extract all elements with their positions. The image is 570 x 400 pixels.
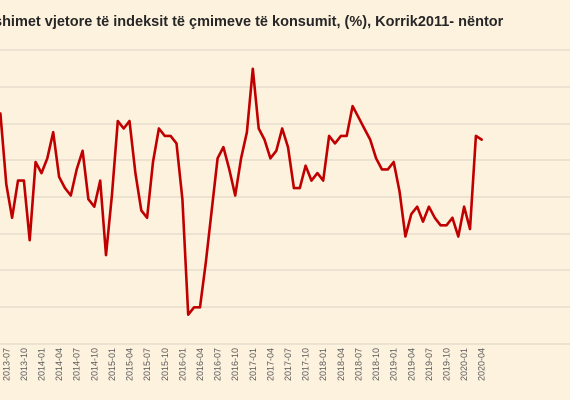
x-tick-label: 2013-10 — [19, 348, 29, 381]
x-tick-label: 2015-04 — [125, 348, 135, 381]
x-tick-label: 2019-07 — [424, 348, 434, 381]
x-tick-label: 2014-07 — [72, 348, 82, 381]
x-tick-label: 2017-10 — [301, 348, 311, 381]
x-tick-label: 2020-04 — [477, 348, 487, 381]
x-tick-label: 2014-01 — [37, 348, 47, 381]
x-axis-tick-labels: 2013-012013-042013-072013-102014-012014-… — [1, 348, 487, 381]
x-tick-label: 2015-07 — [142, 348, 152, 381]
gridlines — [0, 49, 570, 345]
x-tick-label: 2019-10 — [442, 348, 452, 381]
x-tick-label: 2018-01 — [318, 348, 328, 381]
cpi-series-line — [0, 67, 483, 316]
x-tick-label: 2020-01 — [459, 348, 469, 381]
x-tick-label: 2018-10 — [371, 348, 381, 381]
x-tick-label: 2016-01 — [177, 348, 187, 381]
x-tick-label: 2019-04 — [406, 348, 416, 381]
x-tick-label: 2018-07 — [354, 348, 364, 381]
x-tick-label: 2018-04 — [336, 348, 346, 381]
x-tick-label: 2016-04 — [195, 348, 205, 381]
x-tick-label: 2016-10 — [230, 348, 240, 381]
x-tick-label: 2015-01 — [107, 348, 117, 381]
chart-title: shimet vjetore të indeksit të çmimeve të… — [0, 14, 504, 30]
x-tick-label: 2017-07 — [283, 348, 293, 381]
x-tick-label: 2014-10 — [89, 348, 99, 381]
x-tick-label: 2013-07 — [1, 348, 11, 381]
x-tick-label: 2017-01 — [248, 348, 258, 381]
x-tick-label: 2014-04 — [54, 348, 64, 381]
x-tick-label: 2017-04 — [265, 348, 275, 381]
x-tick-label: 2019-01 — [389, 348, 399, 381]
x-tick-label: 2015-10 — [160, 348, 170, 381]
x-tick-label: 2016-07 — [213, 348, 223, 381]
